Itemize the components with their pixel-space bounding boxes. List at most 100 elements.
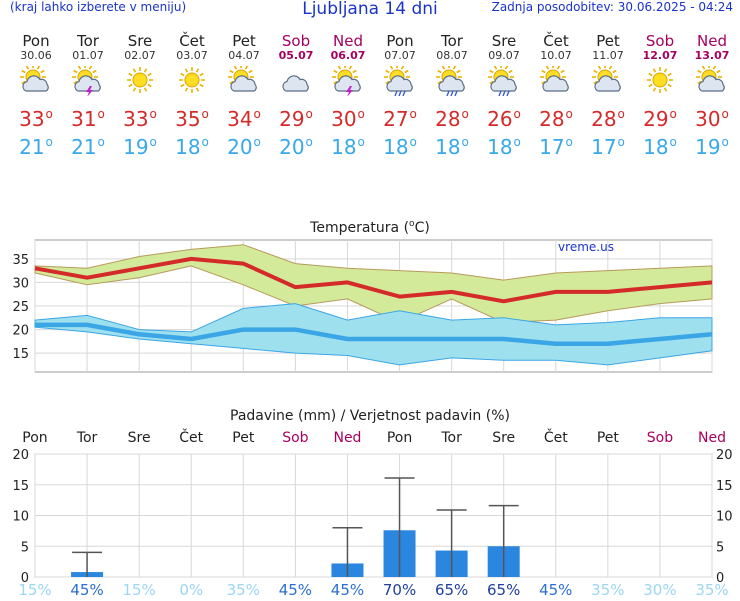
- day-date: 03.07: [176, 49, 208, 62]
- y-tick-label: 30: [12, 276, 29, 291]
- precipitation-chart: Padavine (mm) / Verjetnost padavin (%) Po…: [12, 408, 733, 582]
- y-tick-label-left: 0: [21, 571, 29, 582]
- day-date: 01.07: [72, 49, 104, 62]
- day-date: 07.07: [384, 49, 416, 62]
- last-update: Zadnja posodobitev: 30.06.2025 - 04:24: [491, 0, 733, 14]
- min-temp: 17o: [591, 135, 625, 159]
- day-column: Pet 11.07 28o 17o: [582, 32, 634, 159]
- y-tick-label-right: 20: [716, 448, 733, 463]
- day-name: Pon: [22, 32, 50, 50]
- max-temp: 28o: [435, 107, 469, 131]
- day-column: Pet 04.07 34o 20o: [218, 32, 270, 159]
- day-name: Čet: [543, 32, 569, 50]
- max-temp: 28o: [539, 107, 573, 131]
- max-temp: 33o: [19, 107, 53, 131]
- min-temp: 19o: [695, 135, 729, 159]
- x-day-label: Sob: [647, 430, 673, 446]
- y-tick-label-left: 15: [12, 479, 29, 494]
- day-column: Ned 06.07 30o 18o: [322, 33, 374, 159]
- day-date: 30.06: [20, 49, 52, 62]
- sun-icon: [179, 67, 205, 93]
- y-tick-label-left: 20: [12, 448, 29, 463]
- min-temp: 21o: [71, 135, 105, 159]
- min-temp: 20o: [279, 135, 313, 159]
- precip-probability: 35%: [226, 581, 260, 599]
- x-day-label: Čet: [179, 428, 203, 446]
- min-temp: 18o: [331, 135, 365, 159]
- y-tick-label-left: 10: [12, 510, 29, 525]
- x-day-label: Tor: [440, 430, 462, 446]
- day-name: Tor: [77, 32, 99, 50]
- day-date: 10.07: [540, 49, 572, 62]
- chart-title: Temperatura (oC): [309, 219, 430, 236]
- day-column: Sob 05.07 29o 20o: [270, 33, 322, 159]
- day-column: Tor 08.07 28o 18o: [426, 32, 478, 159]
- max-temp: 28o: [591, 107, 625, 131]
- min-temp: 18o: [383, 135, 417, 159]
- day-date: 13.07: [694, 49, 730, 62]
- sun-icon: [127, 67, 153, 93]
- day-date: 05.07: [278, 49, 314, 62]
- day-column: Tor 01.07 31o 21o: [62, 32, 114, 159]
- day-name: Pon: [386, 32, 414, 50]
- cloud-icon: [282, 75, 309, 92]
- precip-probability: 45%: [278, 581, 313, 599]
- precip-probability-row: 15% 45% 15% 0% 35% 45% 45% 70% 65% 65% 45% 35% 30% 35…: [0, 581, 740, 601]
- y-tick-label-right: 15: [716, 479, 733, 494]
- day-column: Ned 13.07 30o 19o: [686, 33, 738, 159]
- max-temp: 29o: [643, 107, 677, 131]
- max-temp: 26o: [487, 107, 521, 131]
- precip-probability: 70%: [382, 581, 417, 599]
- y-tick-label: 25: [12, 300, 29, 315]
- max-temp: 34o: [227, 107, 261, 131]
- x-day-label: Tor: [76, 430, 98, 446]
- max-temp: 35o: [175, 107, 209, 131]
- day-column: Sob 12.07 29o 18o: [634, 32, 686, 159]
- sun-cloud-icon: [228, 66, 257, 92]
- max-temp: 29o: [279, 107, 313, 131]
- day-column: Pon 30.06 33o 21o: [10, 32, 62, 159]
- sun-rain-icon: [384, 66, 413, 96]
- sun-rain-icon: [436, 66, 465, 96]
- day-date: 04.07: [228, 49, 260, 62]
- min-temp: 17o: [539, 135, 573, 159]
- max-temp: 33o: [123, 107, 157, 131]
- day-date: 12.07: [642, 49, 678, 62]
- y-tick-label-left: 5: [21, 540, 29, 555]
- sun-cloud-icon: [592, 66, 621, 92]
- watermark: vreme.us: [558, 240, 614, 254]
- y-tick-label: 20: [12, 324, 29, 339]
- precip-probability: 65%: [434, 581, 469, 599]
- precip-probability: 45%: [70, 581, 104, 599]
- precip-probability: 65%: [487, 581, 521, 599]
- min-temp-range-band: [34, 303, 713, 366]
- day-name: Pet: [232, 32, 256, 50]
- max-temp: 30o: [331, 107, 365, 131]
- day-column: Sre 09.07 26o 18o: [478, 33, 530, 159]
- x-day-label: Pet: [232, 430, 255, 446]
- min-temp: 20o: [227, 135, 261, 159]
- precip-probability: 15%: [122, 581, 156, 599]
- x-day-label: Sob: [282, 430, 308, 446]
- day-name: Čet: [179, 32, 205, 50]
- day-date: 02.07: [124, 49, 156, 62]
- sun-thunder-icon: [332, 66, 361, 96]
- day-name: Tor: [441, 32, 463, 50]
- min-temp: 18o: [435, 135, 469, 159]
- region-note[interactable]: (kraj lahko izberete v meniju): [10, 0, 187, 14]
- max-temp-line: [34, 256, 713, 304]
- day-name: Pet: [596, 32, 620, 50]
- x-day-label: Pon: [387, 430, 412, 446]
- min-temp: 19o: [123, 135, 157, 159]
- day-name: Sob: [645, 32, 675, 50]
- precip-probability: 35%: [591, 581, 625, 599]
- day-column: Sre 02.07 33o 19o: [114, 33, 166, 159]
- sun-cloud-icon: [540, 66, 569, 92]
- precip-probability: 45%: [330, 581, 365, 599]
- x-day-label: Ned: [333, 430, 361, 446]
- precip-probability: 0%: [179, 581, 204, 599]
- y-tick-label-right: 0: [716, 571, 724, 582]
- y-tick-label: 35: [12, 253, 29, 268]
- x-day-label: Pon: [22, 430, 47, 446]
- y-tick-label-right: 10: [716, 510, 733, 525]
